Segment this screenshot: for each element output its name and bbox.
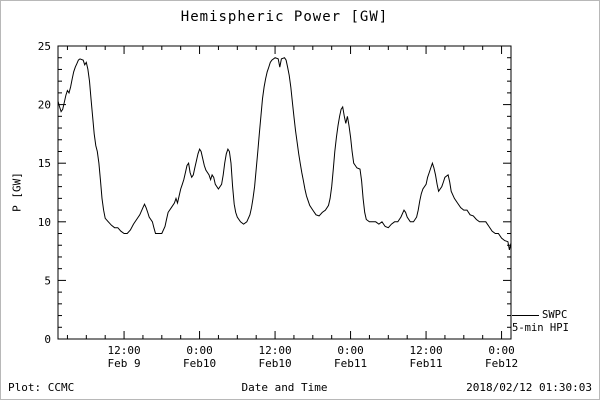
x-tick-label-date: Feb11 (410, 357, 443, 370)
hpi-data-line (57, 57, 512, 251)
legend: SWPC 5-min HPI (512, 309, 569, 335)
y-tick-label: 0 (44, 333, 51, 346)
x-tick-label-time: 0:00 (337, 344, 364, 357)
x-axis-label: Date and Time (241, 381, 328, 394)
plot-title: Hemispheric Power [GW] (180, 9, 389, 25)
plot-credit: Plot: CCMC (8, 381, 75, 394)
x-tick-label-date: Feb10 (259, 357, 292, 370)
y-tick-label: 15 (38, 157, 51, 170)
legend-label-source: SWPC (542, 309, 568, 321)
y-tick-label: 5 (44, 274, 51, 287)
plot-timestamp: 2018/02/12 01:30:03 (466, 381, 592, 394)
y-tick-label: 10 (38, 216, 51, 229)
x-tick-label-time: 12:00 (108, 344, 141, 357)
x-tick-label-time: 0:00 (488, 344, 515, 357)
x-tick-label-date: Feb12 (485, 357, 518, 370)
x-tick-label-time: 12:00 (410, 344, 443, 357)
legend-label-series: 5-min HPI (512, 322, 569, 334)
x-tick-label-time: 0:00 (186, 344, 213, 357)
legend-line-sample (512, 315, 539, 316)
x-tick-label-date: Feb11 (334, 357, 367, 370)
y-tick-label: 25 (38, 40, 51, 53)
plot-frame (57, 45, 512, 340)
x-tick-label-time: 12:00 (259, 344, 292, 357)
y-tick-label: 20 (38, 99, 51, 112)
x-tick-label-date: Feb10 (183, 357, 216, 370)
x-tick-label-date: Feb 9 (108, 357, 141, 370)
